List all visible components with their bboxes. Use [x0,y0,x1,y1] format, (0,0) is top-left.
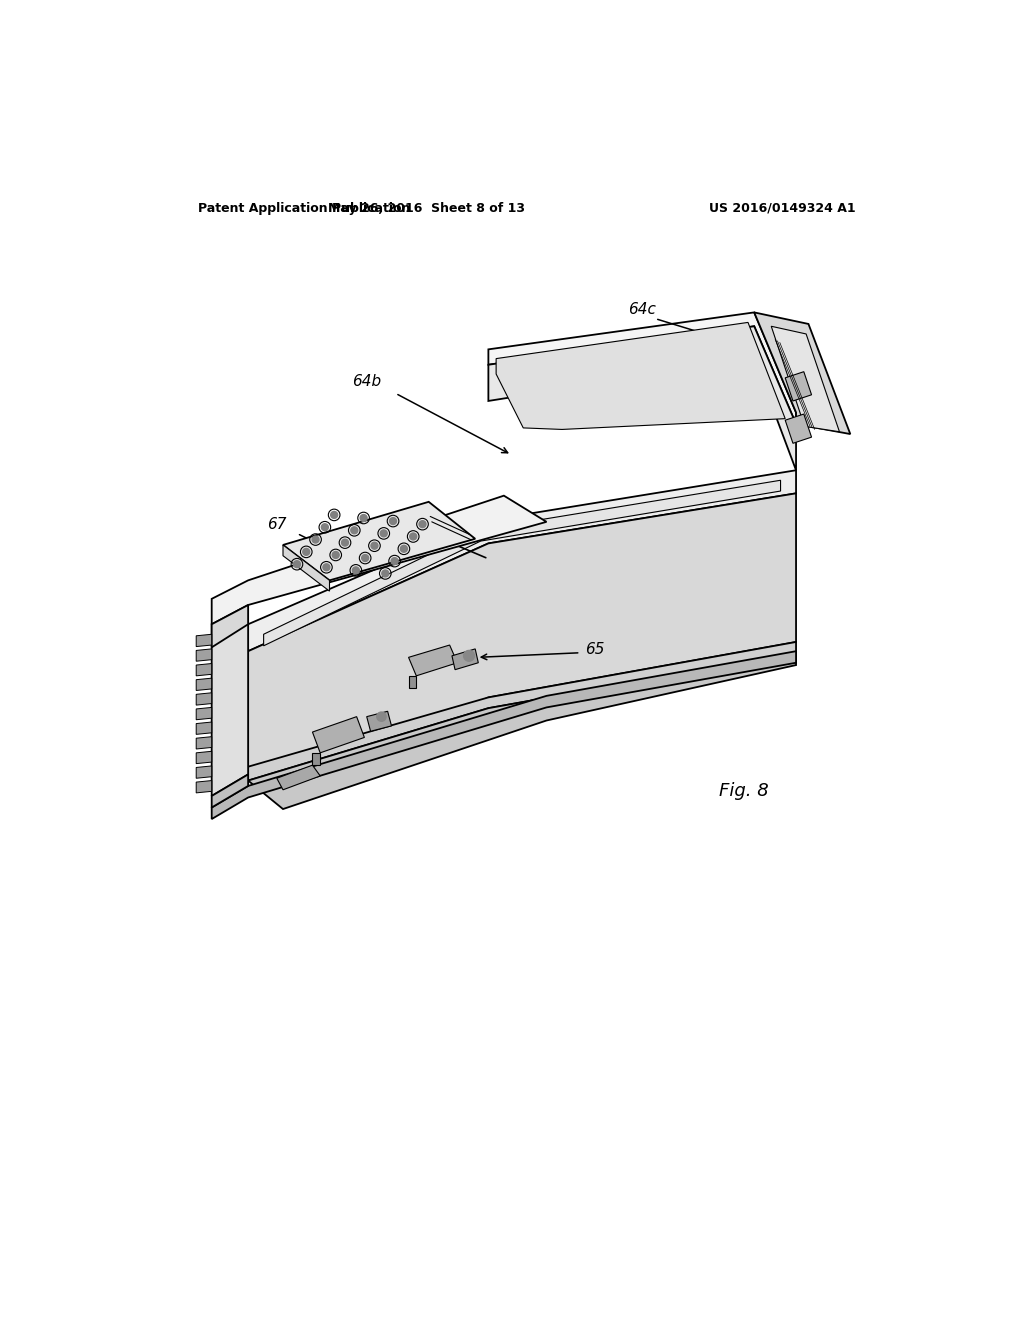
Circle shape [322,524,329,531]
Circle shape [294,561,300,568]
Polygon shape [197,693,212,705]
Polygon shape [283,545,330,591]
Circle shape [312,536,319,543]
Polygon shape [755,313,850,434]
Polygon shape [212,775,248,808]
Polygon shape [197,664,212,676]
Polygon shape [771,326,840,432]
Polygon shape [197,722,212,734]
Polygon shape [312,717,365,752]
Circle shape [331,511,338,519]
Polygon shape [197,649,212,661]
Text: 64b: 64b [352,374,381,389]
Text: US 2016/0149324 A1: US 2016/0149324 A1 [710,202,856,215]
Polygon shape [248,653,796,809]
Polygon shape [197,678,212,690]
Circle shape [382,570,389,577]
Text: Patent Application Publication: Patent Application Publication [198,202,411,215]
Circle shape [352,566,359,574]
Circle shape [391,557,398,565]
Circle shape [371,543,378,549]
Polygon shape [212,605,248,647]
Polygon shape [197,635,212,647]
Polygon shape [197,751,212,763]
Polygon shape [785,372,812,401]
Polygon shape [785,414,812,444]
Circle shape [332,552,339,558]
Polygon shape [488,313,796,424]
Polygon shape [409,676,417,688]
Text: May 26, 2016  Sheet 8 of 13: May 26, 2016 Sheet 8 of 13 [328,202,525,215]
Text: 64c: 64c [628,302,655,317]
Text: 65: 65 [586,642,605,657]
Circle shape [419,520,426,528]
Polygon shape [488,326,796,470]
Circle shape [400,545,408,552]
Polygon shape [283,502,475,581]
Text: 64a: 64a [217,603,246,618]
Polygon shape [263,480,780,645]
Circle shape [380,529,387,537]
Polygon shape [276,766,321,789]
Polygon shape [248,642,796,780]
Circle shape [377,711,386,721]
Polygon shape [248,494,796,797]
Circle shape [464,651,474,661]
Polygon shape [312,752,321,766]
Circle shape [361,554,369,561]
Circle shape [389,517,396,524]
Polygon shape [197,708,212,719]
Polygon shape [197,780,212,793]
Polygon shape [452,649,478,669]
Polygon shape [367,711,391,731]
Circle shape [360,515,367,521]
Polygon shape [409,645,458,676]
Polygon shape [496,322,785,429]
Circle shape [351,527,357,533]
Circle shape [323,564,330,570]
Polygon shape [197,737,212,748]
Polygon shape [248,470,796,651]
Circle shape [342,539,348,546]
Circle shape [303,548,309,556]
Polygon shape [212,496,547,624]
Text: 67: 67 [267,517,287,532]
Text: Fig. 8: Fig. 8 [719,783,768,800]
Polygon shape [212,651,796,818]
Circle shape [410,533,417,540]
Polygon shape [197,766,212,779]
Polygon shape [212,605,248,796]
